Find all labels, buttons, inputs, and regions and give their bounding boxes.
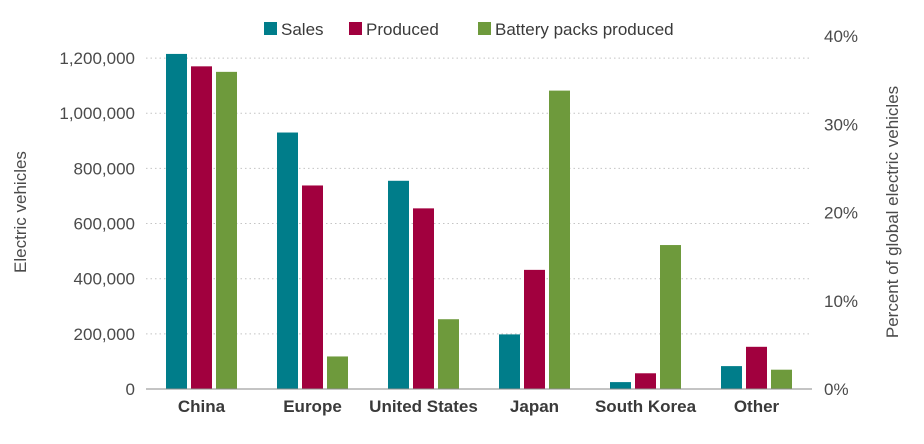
bar [388, 180, 409, 389]
x-tick-label: Other [734, 397, 780, 416]
bar [191, 66, 212, 389]
bar [302, 185, 323, 389]
bar [327, 356, 348, 389]
bar [438, 319, 459, 389]
y2-tick-label: 40% [824, 27, 858, 46]
bar [166, 53, 187, 389]
gridlines [146, 57, 812, 335]
legend-label: Sales [281, 20, 324, 39]
legend: Sales Produced Battery packs produced [264, 20, 674, 39]
bar [746, 346, 767, 389]
x-tick-label: South Korea [595, 397, 697, 416]
legend-swatch [349, 22, 362, 35]
y2-tick-label: 30% [824, 115, 858, 134]
y2-axis-label: Percent of global electric vehicles [883, 86, 902, 338]
bar [216, 71, 237, 389]
x-tick-label: Europe [283, 397, 342, 416]
x-tick-label: China [178, 397, 226, 416]
y2-axis-ticks: 0% 10% 20% 30% 40% [824, 27, 858, 399]
bar [660, 245, 681, 389]
y-tick-label: 1,200,000 [59, 49, 135, 68]
bar [549, 90, 570, 390]
y2-tick-label: 10% [824, 292, 858, 311]
legend-label: Produced [366, 20, 439, 39]
bar [721, 366, 742, 389]
legend-label: Battery packs produced [495, 20, 674, 39]
x-tick-label: Japan [510, 397, 559, 416]
y-tick-label: 0 [126, 380, 135, 399]
x-tick-label: United States [369, 397, 478, 416]
x-axis-ticks: China Europe United States Japan South Korea… [178, 397, 780, 416]
y-tick-label: 1,000,000 [59, 104, 135, 123]
y-axis-ticks: 0 200,000 400,000 600,000 800,000 1,000,000 1,… [59, 49, 135, 399]
bar [610, 382, 631, 389]
y2-tick-label: 20% [824, 204, 858, 223]
legend-swatch [264, 22, 277, 35]
y-tick-label: 800,000 [74, 159, 135, 178]
bars [166, 53, 792, 390]
bar [413, 208, 434, 389]
legend-swatch [478, 22, 491, 35]
y-tick-label: 200,000 [74, 325, 135, 344]
bar [499, 334, 520, 389]
bar [635, 373, 656, 389]
y2-tick-label: 0% [824, 380, 849, 399]
bar [771, 369, 792, 389]
y-tick-label: 600,000 [74, 215, 135, 234]
y-tick-label: 400,000 [74, 270, 135, 289]
bar [277, 132, 298, 389]
bar [524, 269, 545, 389]
y-axis-label: Electric vehicles [11, 151, 30, 273]
